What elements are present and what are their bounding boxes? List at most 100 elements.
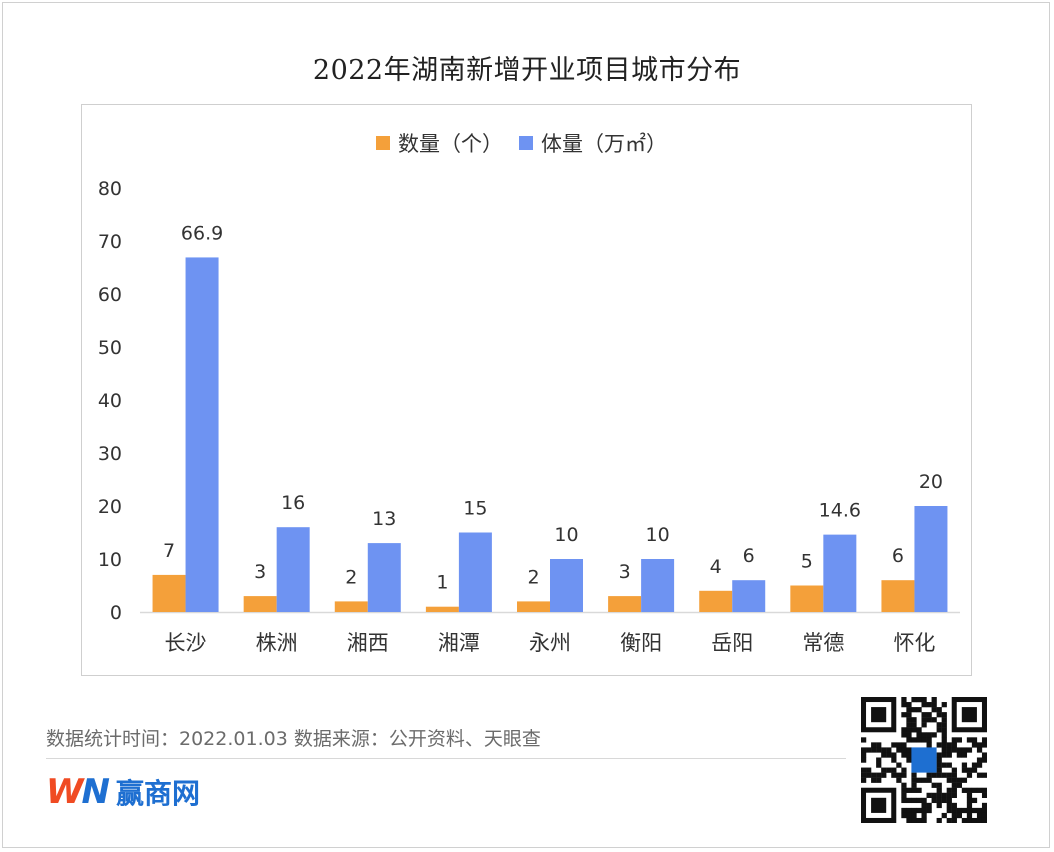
bar-volume — [185, 257, 219, 612]
x-tick-label: 株洲 — [256, 631, 298, 655]
data-label-volume: 14.6 — [819, 500, 861, 522]
qr-module — [941, 742, 947, 748]
qr-module — [931, 792, 937, 798]
qr-module — [921, 812, 927, 819]
plot-area — [81, 104, 972, 676]
qr-module — [936, 767, 942, 773]
qr-module — [871, 777, 877, 783]
qr-module — [901, 727, 907, 733]
data-label-volume: 15 — [463, 498, 487, 520]
footer-divider — [46, 758, 846, 759]
qr-module — [916, 787, 922, 793]
data-label-volume: 6 — [743, 545, 755, 567]
qr-module — [866, 767, 872, 773]
qr-module — [941, 792, 947, 798]
data-label-volume: 16 — [281, 492, 305, 514]
qr-module — [926, 742, 932, 748]
qr-module — [901, 797, 907, 804]
legend-label-volume: 体量（万㎡） — [541, 132, 667, 156]
qr-module — [876, 762, 882, 768]
qr-module — [941, 727, 947, 733]
qr-module — [921, 702, 927, 708]
qr-module — [951, 742, 957, 748]
qr-module — [956, 807, 962, 814]
qr-module — [981, 787, 987, 793]
qr-module — [926, 732, 932, 738]
y-tick-label: 70 — [98, 231, 122, 253]
qr-module — [936, 757, 942, 763]
data-label-volume: 66.9 — [181, 222, 223, 244]
qr-module — [871, 742, 877, 748]
bar-volume — [367, 543, 401, 612]
qr-module — [946, 817, 952, 823]
qr-module — [961, 807, 968, 814]
qr-module — [936, 742, 942, 748]
qr-module — [911, 727, 917, 733]
y-tick-label: 40 — [98, 390, 122, 412]
qr-module — [971, 737, 978, 743]
qr-module — [936, 787, 942, 793]
qr-module — [936, 707, 942, 713]
qr-module — [906, 737, 912, 743]
qr-finder — [961, 707, 977, 723]
qr-module — [911, 697, 917, 703]
qr-module — [916, 817, 922, 823]
data-label-volume: 10 — [646, 524, 670, 546]
qr-module — [881, 767, 887, 773]
qr-module — [946, 797, 952, 804]
qr-module — [981, 752, 987, 758]
y-tick-label: 0 — [110, 602, 122, 624]
qr-module — [861, 777, 867, 783]
qr-module — [866, 747, 872, 753]
qr-module — [916, 707, 922, 713]
qr-module — [931, 772, 937, 778]
qr-module — [961, 752, 968, 758]
qr-module — [976, 742, 983, 748]
y-tick-label: 10 — [98, 549, 122, 571]
x-tick-label: 永州 — [529, 631, 571, 655]
qr-module — [966, 812, 973, 819]
qr-module — [946, 807, 952, 814]
qr-module — [976, 817, 983, 823]
qr-module — [931, 702, 937, 708]
legend-swatch-count — [376, 136, 390, 150]
qr-module — [936, 712, 942, 718]
qr-module — [916, 732, 922, 738]
brand-name: 赢商网 — [115, 777, 200, 810]
qr-module — [966, 767, 973, 773]
qr-module — [886, 767, 892, 773]
qr-module — [936, 762, 942, 768]
qr-module — [956, 812, 962, 819]
qr-module — [951, 802, 957, 809]
qr-module — [961, 787, 968, 793]
qr-module — [946, 777, 952, 783]
qr-module — [976, 807, 983, 814]
qr-module — [981, 742, 987, 748]
qr-module — [896, 777, 902, 783]
qr-module — [901, 702, 907, 708]
qr-module — [931, 732, 937, 738]
bar-chart: 0 10 20 30 40 50 60 70 80 7 66.9 长沙 3 16 株洲 2 13 湘西 1 15 湘潭 2… — [98, 178, 960, 655]
qr-module — [861, 747, 867, 753]
qr-module — [956, 737, 962, 743]
qr-module — [896, 747, 902, 753]
qr-module — [891, 742, 897, 748]
bar-volume — [823, 534, 857, 612]
qr-module — [961, 777, 968, 783]
qr-module — [901, 807, 907, 814]
qr-module — [956, 777, 962, 783]
qr-module — [936, 727, 942, 733]
qr-module — [951, 817, 957, 823]
brand-logo: WN 赢商网 — [46, 772, 200, 812]
qr-module — [981, 737, 987, 743]
qr-module — [921, 717, 927, 723]
qr-module — [951, 807, 957, 814]
qr-module — [901, 792, 907, 798]
qr-module — [951, 782, 957, 788]
y-tick-label: 20 — [98, 496, 122, 518]
qr-module — [971, 817, 978, 823]
qr-module — [906, 707, 912, 713]
qr-module — [876, 772, 882, 778]
qr-module — [881, 747, 887, 753]
qr-module — [951, 777, 957, 783]
